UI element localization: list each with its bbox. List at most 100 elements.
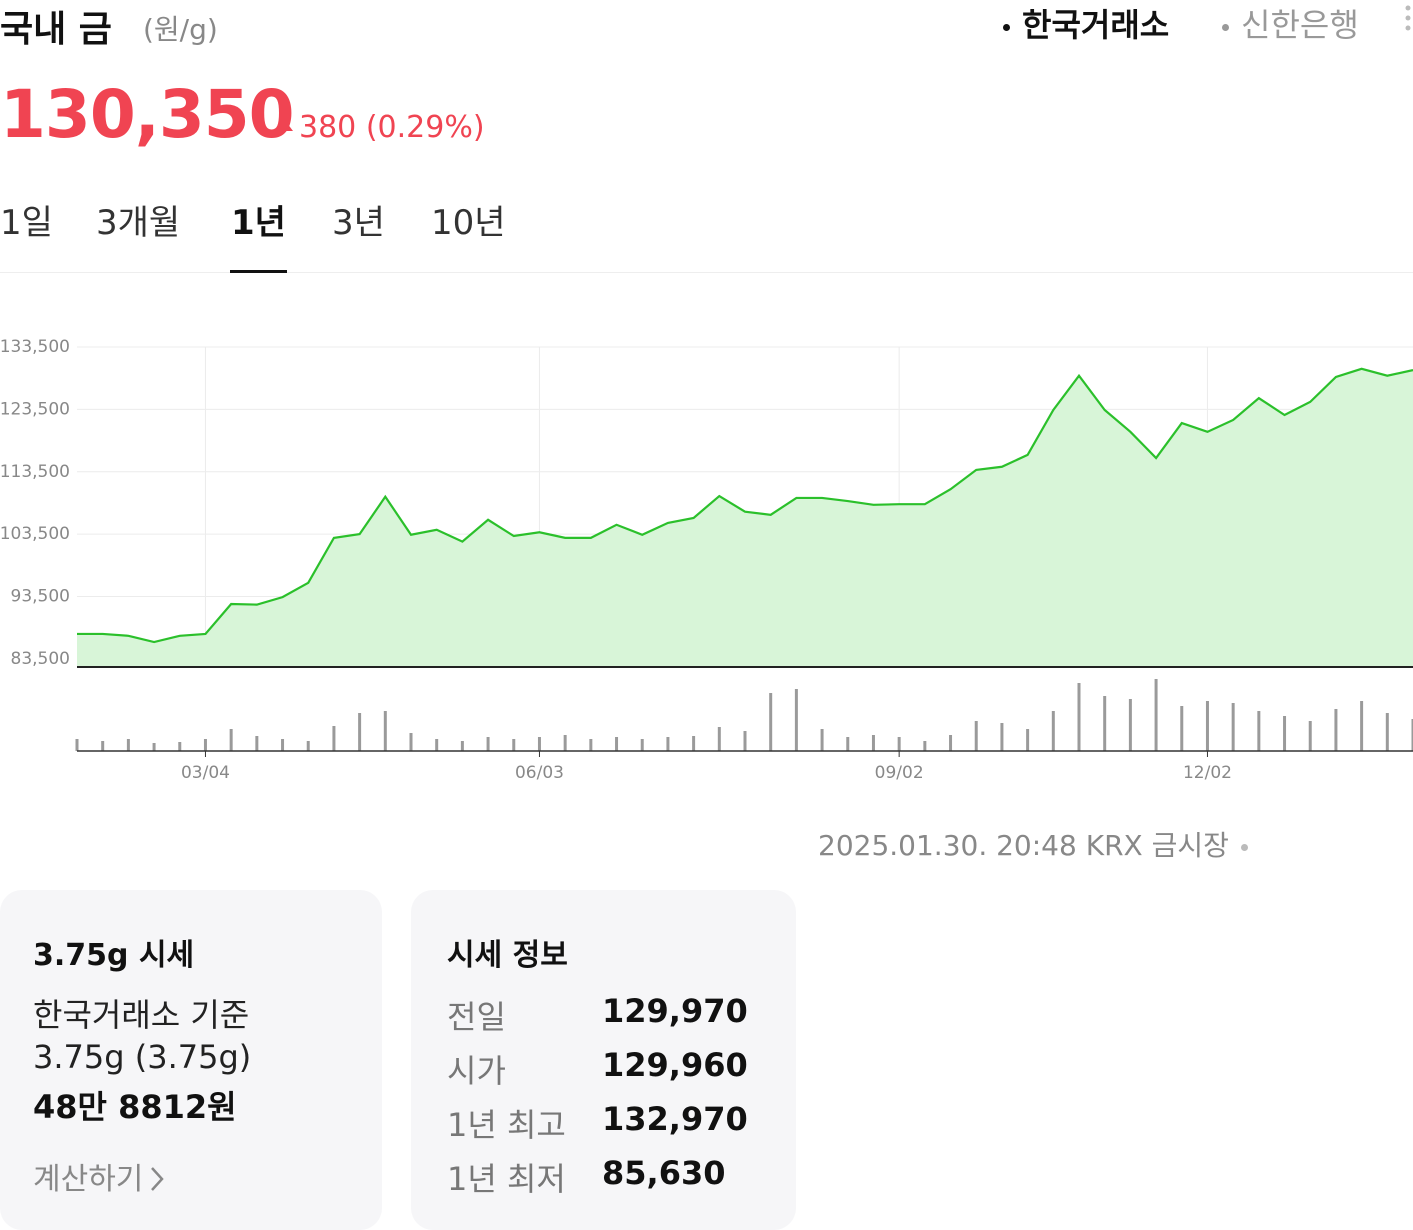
volume-bar <box>435 739 438 751</box>
volume-bar <box>589 739 592 751</box>
volume-bar <box>410 733 413 751</box>
volume-bar <box>512 739 515 751</box>
volume-bar <box>127 739 130 751</box>
y-tick-label: 133,500 <box>0 337 70 357</box>
volume-bar <box>795 689 798 751</box>
volume-bar <box>641 739 644 751</box>
row-value: 129,960 <box>602 1046 748 1084</box>
volume-bar <box>538 737 541 751</box>
x-tick-label: 09/02 <box>875 763 924 783</box>
volume-bar <box>1309 721 1312 751</box>
volume-bar <box>1283 716 1286 751</box>
card-title: 시세 정보 <box>447 930 568 974</box>
y-tick-label: 123,500 <box>0 399 70 419</box>
volume-bar <box>1180 706 1183 751</box>
y-tick-label: 83,500 <box>11 649 70 669</box>
change: 380 <box>299 110 356 145</box>
volume-bar <box>461 741 464 751</box>
info-card: 시세 정보 전일 129,970 시가 129,960 1년 최고 132,970 1년 최… <box>411 890 796 1230</box>
tab[interactable]: 1일 <box>0 195 53 244</box>
volume-bar <box>281 739 284 751</box>
y-tick-label: 93,500 <box>11 587 70 607</box>
volume-bar <box>744 731 747 751</box>
volume-bar <box>178 742 181 751</box>
volume-bar <box>1334 709 1337 751</box>
volume-bar <box>487 737 490 751</box>
volume-bar <box>1360 701 1363 751</box>
unit: (원/g) <box>143 8 218 48</box>
tab-divider <box>0 272 1413 273</box>
calc-link[interactable]: 계산하기 <box>33 1154 165 1198</box>
volume-bar <box>821 729 824 751</box>
volume-bar <box>384 711 387 751</box>
volume-bar <box>1155 679 1158 751</box>
source-option[interactable]: 한국거래소 <box>1003 0 1169 46</box>
volume-bar <box>898 737 901 751</box>
volume-bar <box>949 735 952 751</box>
volume-bar <box>1078 683 1081 751</box>
price-change: 380 (0.29%) <box>275 110 485 145</box>
volume-bar <box>153 743 156 751</box>
volume-bar <box>692 736 695 751</box>
volume-bar <box>769 693 772 751</box>
source-option[interactable]: 신한은행 <box>1222 0 1359 46</box>
volume-bar <box>1026 729 1029 751</box>
tab[interactable]: 10년 <box>431 195 506 244</box>
volume-bar <box>718 727 721 751</box>
chart: 83,500 93,500 103,500 113,500 123,500 133,500… <box>0 320 1413 800</box>
area <box>77 369 1413 667</box>
row-label: 1년 최저 <box>447 1154 566 1200</box>
volume-bar <box>358 713 361 751</box>
tab[interactable]: 3개월 <box>96 195 180 244</box>
volume-bar <box>1257 711 1260 751</box>
volume-bar <box>846 737 849 751</box>
volume-bar <box>1206 701 1209 751</box>
change-pct: (0.29%) <box>366 110 485 145</box>
volume-bar <box>76 739 79 751</box>
volume-bar <box>332 726 335 751</box>
chevron <box>149 1166 165 1192</box>
volume-bar <box>564 735 567 751</box>
tab[interactable]: 1년 <box>231 195 286 244</box>
tab-underline <box>230 270 287 273</box>
volume-bar <box>1386 713 1389 751</box>
tab[interactable]: 3년 <box>332 195 385 244</box>
volume-bar <box>1000 723 1003 751</box>
x-tick-label: 06/03 <box>515 763 564 783</box>
volume-bar <box>1232 703 1235 751</box>
volume-bar <box>307 741 310 751</box>
volume-bar <box>1052 711 1055 751</box>
up-arrow <box>275 119 293 131</box>
gram-card: 3.75g 시세 한국거래소 기준 3.75g (3.75g) 48만 8812… <box>0 890 382 1230</box>
row-value: 132,970 <box>602 1100 748 1138</box>
link-text[interactable]: 계산하기 <box>33 1162 143 1197</box>
weight: 3.75g (3.75g) <box>33 1038 251 1076</box>
volume-bar <box>204 739 207 751</box>
volume-bar <box>666 737 669 751</box>
volume-bar <box>230 729 233 751</box>
basis: 한국거래소 기준 <box>33 990 249 1036</box>
volume-bar <box>872 735 875 751</box>
row-value: 85,630 <box>602 1154 725 1192</box>
price: 130,350 <box>0 76 294 153</box>
row-label: 1년 최고 <box>447 1100 566 1146</box>
volume-bar <box>101 741 104 751</box>
amount: 48만 8812원 <box>33 1082 237 1128</box>
row-value: 129,970 <box>602 992 748 1030</box>
volume-bar <box>615 737 618 751</box>
row-label: 전일 <box>447 992 506 1038</box>
page-title: 국내 금 <box>0 0 112 52</box>
timestamp: 2025.01.30. 20:48 KRX 금시장 <box>818 824 1248 864</box>
y-tick-label: 103,500 <box>0 524 70 544</box>
volume-bar <box>975 721 978 751</box>
row-label: 시가 <box>447 1046 506 1092</box>
volume-bar <box>1103 696 1106 751</box>
x-tick-label: 12/02 <box>1183 763 1232 783</box>
volume-bar <box>255 736 258 751</box>
volume-bar <box>1129 699 1132 751</box>
more-icon[interactable] <box>1404 4 1412 34</box>
card-title: 3.75g 시세 <box>33 930 194 974</box>
volume-bar <box>923 741 926 751</box>
y-tick-label: 113,500 <box>0 462 70 482</box>
